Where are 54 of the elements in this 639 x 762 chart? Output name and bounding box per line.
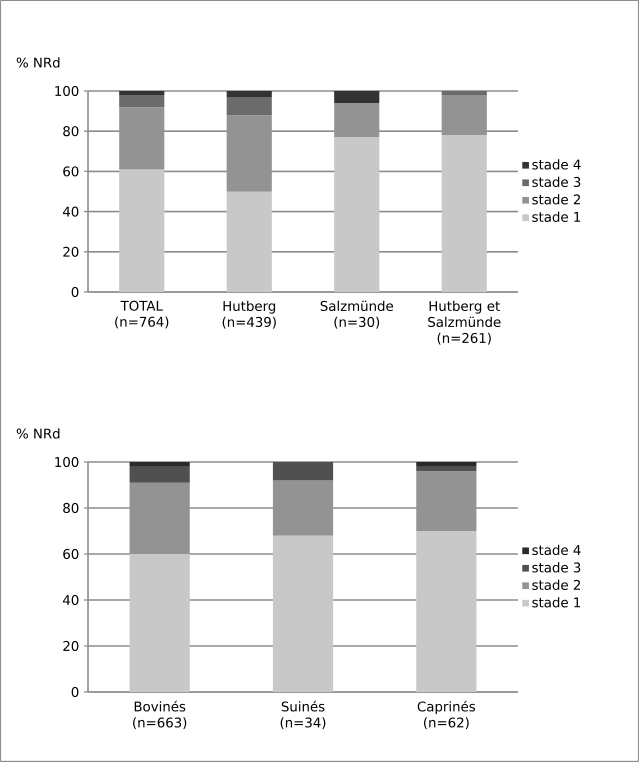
legend-label: stade 2 (532, 194, 580, 204)
x-tick-label: Suinés (n=34) (280, 700, 326, 730)
legend-label: stade 4 (532, 544, 581, 556)
bar (416, 466, 476, 472)
bar (119, 90, 164, 96)
y-tick-label: 60 (63, 166, 78, 176)
bar (226, 115, 272, 192)
legend-label: stade 3 (532, 176, 580, 188)
legend-label: stade 2 (532, 580, 580, 590)
bar (226, 90, 272, 98)
bar (119, 107, 164, 170)
y-tick-label: 100 (55, 86, 78, 96)
bar (416, 471, 476, 531)
bar (416, 462, 476, 467)
bar (442, 90, 487, 96)
bar (130, 466, 190, 483)
y-tick-label: 20 (63, 246, 78, 257)
bar (416, 530, 476, 692)
x-tick-label: Hutberg (n=439) (222, 300, 276, 329)
y-tick-label: 40 (62, 206, 78, 217)
x-tick-label: Caprinés (n=62) (418, 700, 476, 730)
bar (130, 462, 190, 467)
x-tick-label: TOTAL (n=764) (115, 300, 168, 328)
bar (442, 135, 487, 292)
y-tick-label: 40 (62, 594, 78, 606)
legend-label: stade 1 (532, 212, 580, 222)
y-tick-label: 0 (72, 286, 78, 298)
bar (334, 137, 380, 292)
bar (334, 103, 380, 138)
bar (119, 169, 164, 292)
y-tick-label: 80 (63, 502, 78, 514)
y-axis-title: % NRd (16, 57, 60, 68)
x-tick-label: Salzmünde (n=30) (320, 300, 394, 329)
bar (226, 191, 272, 292)
x-tick-label: Hutberg et Salzmünde (n=261) (428, 300, 501, 345)
bar (119, 95, 164, 108)
legend-label: stade 3 (532, 562, 580, 573)
bar (272, 462, 334, 480)
bar (130, 482, 190, 554)
bar (442, 95, 487, 136)
y-tick-label: 20 (63, 640, 78, 652)
bar (272, 536, 334, 692)
legend-label: stade 1 (532, 597, 580, 608)
bar (130, 554, 190, 692)
x-tick-label: Bovinés (n=663) (133, 700, 186, 730)
y-axis-title: % NRd (16, 428, 60, 439)
bar (272, 480, 334, 536)
y-tick-label: 80 (63, 126, 78, 136)
y-tick-label: 100 (55, 456, 78, 468)
legend-label: stade 4 (532, 159, 581, 170)
y-tick-label: 0 (72, 686, 78, 698)
bar (334, 90, 380, 104)
bar (226, 97, 272, 116)
y-tick-label: 60 (63, 548, 78, 560)
